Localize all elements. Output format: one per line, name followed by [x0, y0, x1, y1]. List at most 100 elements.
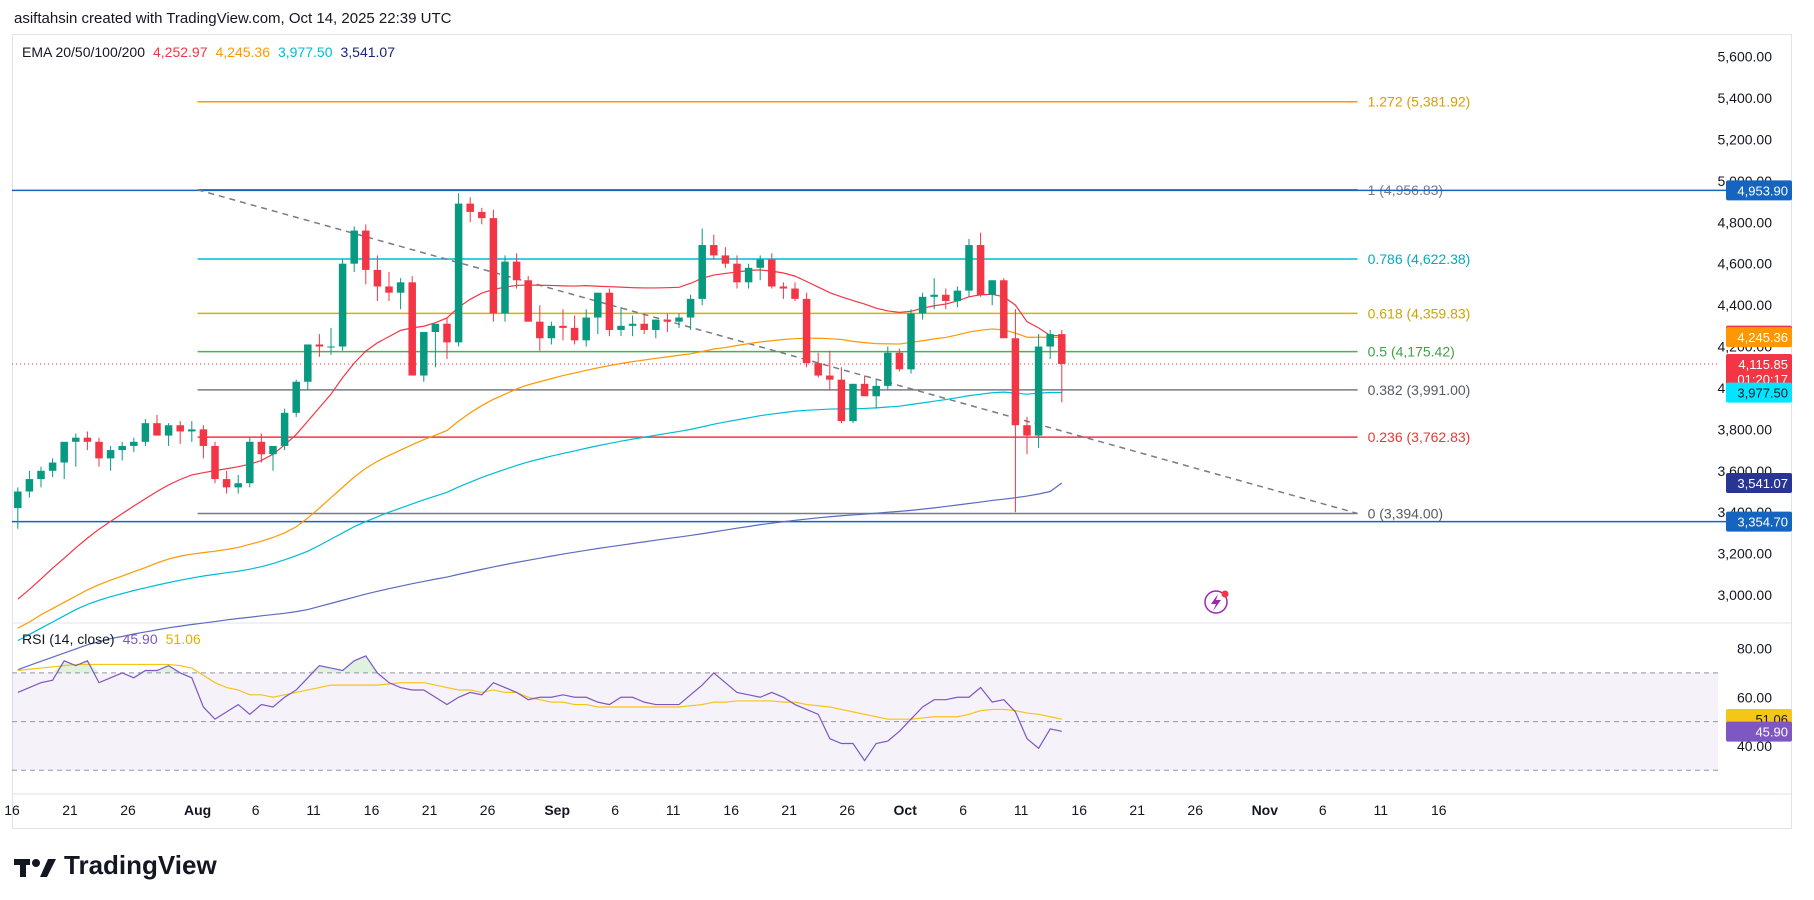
candle-body [454, 203, 463, 343]
price-axis-tag-label: 3,977.50 [1737, 386, 1788, 401]
time-tick-label: 6 [1319, 802, 1327, 818]
candle-body [443, 323, 451, 343]
candle-body [315, 344, 324, 347]
price-tick-label: 3,800.00 [1718, 421, 1773, 437]
candle-body [83, 437, 92, 442]
price-axis-tag-label: 3,354.70 [1737, 515, 1788, 530]
chart-attribution: asiftahsin created with TradingView.com,… [14, 10, 452, 27]
price-tick-label: 3,000.00 [1718, 587, 1773, 603]
rsi-overbought-fill [17, 655, 1062, 673]
candle-body [25, 479, 34, 492]
candle-body [652, 319, 660, 330]
candle-body [802, 298, 811, 364]
candle-body [965, 245, 973, 291]
tradingview-logo[interactable]: TradingView [14, 850, 217, 881]
price-axis-tag-label: 4,115.85 [1738, 357, 1788, 372]
candle-body [663, 319, 672, 322]
candle-body [373, 269, 382, 287]
candle-body [408, 282, 416, 376]
tradingview-logo-icon [14, 855, 56, 877]
rsi-ma-line [17, 663, 1062, 720]
candle-body [628, 323, 637, 326]
time-tick-label: 21 [1129, 802, 1145, 818]
rsi-legend[interactable]: RSI (14, close) 45.90 51.06 [22, 631, 201, 647]
candle-body [199, 429, 208, 446]
price-tick-label: 5,600.00 [1718, 49, 1773, 65]
time-tick-label: 6 [252, 802, 260, 818]
candle-body [385, 286, 393, 293]
dashed-trendline [197, 189, 1358, 515]
candle-body [106, 450, 115, 459]
candle-body [153, 423, 161, 436]
rsi-legend-label: RSI (14, close) [22, 631, 115, 647]
candle-body [1058, 334, 1066, 364]
time-tick-label: Sep [544, 802, 570, 818]
candle-body [130, 441, 138, 446]
candle-body [849, 383, 857, 422]
time-tick-label: 16 [1431, 802, 1447, 818]
candle-body [327, 346, 335, 348]
ema-legend-label: EMA 20/50/100/200 [22, 44, 145, 60]
rsi-axis-tag-label: 45.90 [1755, 725, 1788, 740]
time-tick-label: 6 [959, 802, 967, 818]
candle-body [1034, 346, 1043, 436]
fib-level-label: 0.236 (3,762.83) [1368, 429, 1471, 445]
time-tick-label: 16 [364, 802, 380, 818]
candle-body [338, 263, 347, 347]
price-tick-label: 4,800.00 [1718, 214, 1773, 230]
time-tick-label: 11 [1374, 802, 1389, 818]
candle-body [118, 445, 126, 451]
candle-body [234, 483, 242, 488]
candle-body [95, 441, 103, 459]
price-tick-label: 3,200.00 [1718, 546, 1773, 562]
price-axis-tag [1726, 180, 1792, 201]
candle-body [48, 462, 57, 471]
candle-body [72, 437, 80, 442]
candle-body [884, 352, 892, 386]
rsi-value: 45.90 [122, 631, 158, 647]
time-tick-label: Oct [894, 802, 918, 818]
candle-body [350, 230, 358, 264]
candle-body [768, 259, 776, 287]
price-tick-label: 4,600.00 [1718, 256, 1773, 272]
candle-body [269, 445, 277, 455]
candle-body [686, 298, 695, 318]
candle-body [141, 423, 150, 442]
time-tick-label: 26 [480, 802, 496, 818]
candle-body [396, 282, 405, 293]
candle-body [37, 470, 45, 480]
fib-level-label: 0 (3,394.00) [1368, 505, 1444, 521]
price-axis-tag [1726, 353, 1792, 388]
candle-body [524, 280, 532, 322]
candle-body [1023, 425, 1031, 436]
candle-body [930, 294, 938, 297]
candle-body [211, 445, 219, 480]
time-tick-label: 11 [1014, 802, 1029, 818]
candle-body [536, 321, 544, 339]
ema-legend[interactable]: EMA 20/50/100/200 4,252.97 4,245.36 3,97… [22, 44, 395, 60]
ema-line [17, 328, 1062, 629]
time-tick-label: 16 [4, 802, 20, 818]
candle-body [489, 218, 498, 314]
candle-body [512, 261, 521, 281]
time-tick-label: Nov [1252, 802, 1279, 818]
candle-body [1046, 334, 1054, 347]
price-axis-tag-label: 3,541.07 [1737, 476, 1788, 491]
fib-level-label: 1.272 (5,381.92) [1368, 94, 1471, 110]
candle-body [14, 491, 22, 509]
candle-body [953, 290, 962, 301]
candle-body [895, 352, 904, 370]
time-tick-label: 21 [422, 802, 438, 818]
candle-body [988, 280, 996, 295]
price-axis-tag-label: 4,953.90 [1737, 183, 1788, 198]
candle-body [188, 429, 196, 432]
rsi-ma-value: 51.06 [165, 631, 201, 647]
time-tick-label: 26 [1187, 802, 1203, 818]
price-axis-tag-label: 4,245.36 [1737, 330, 1788, 345]
price-tick-label: 5,200.00 [1718, 131, 1773, 147]
candle-body [559, 325, 567, 328]
ema-line [17, 391, 1062, 642]
candle-body [280, 412, 289, 446]
time-tick-label: 21 [62, 802, 78, 818]
